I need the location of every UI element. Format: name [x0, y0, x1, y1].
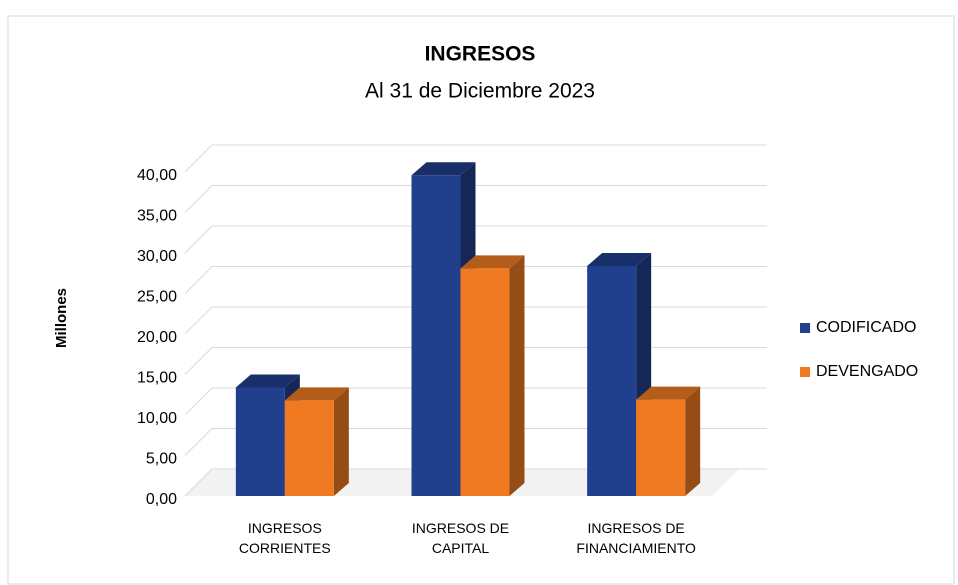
grid-line: [184, 185, 767, 213]
grid-line: [184, 347, 767, 375]
bar: [235, 387, 285, 496]
y-tick-label: 10,00: [137, 410, 177, 427]
bar-top: [284, 387, 349, 401]
chart-subtitle: Al 31 de Diciembre 2023: [365, 80, 595, 103]
legend-label: DEVENGADO: [816, 363, 918, 380]
y-axis-title: Millones: [53, 288, 70, 348]
bar: [636, 399, 686, 496]
grid-line: [184, 468, 767, 497]
legend-swatch: [800, 367, 810, 377]
legend-label: CODIFICADO: [816, 319, 916, 336]
y-tick-label: 5,00: [146, 451, 177, 468]
y-tick-label: 40,00: [137, 167, 177, 184]
grid-line: [184, 144, 767, 173]
bar-side: [509, 255, 525, 496]
bar-top: [460, 255, 525, 269]
bar-side: [333, 387, 349, 496]
y-tick-label: 25,00: [137, 289, 177, 306]
chart-title: INGRESOS: [425, 43, 536, 66]
y-tick-label: 20,00: [137, 329, 177, 346]
bar-top: [636, 386, 701, 400]
y-tick-label: 35,00: [137, 208, 177, 225]
bar-top: [235, 374, 300, 388]
grid-line: [184, 428, 767, 456]
y-tick-label: 30,00: [137, 248, 177, 265]
grid-line: [184, 225, 767, 254]
grid-line: [184, 387, 767, 416]
bar-side: [685, 386, 701, 496]
bar: [460, 268, 510, 496]
bar-top: [411, 162, 476, 176]
y-tick-label: 15,00: [137, 370, 177, 387]
bar: [284, 400, 334, 496]
x-tick-label: INGRESOS DE FINANCIAMIENTO: [576, 520, 696, 556]
bar: [587, 265, 637, 496]
x-tick-label: INGRESOS CORRIENTES: [238, 520, 331, 556]
legend-swatch: [800, 323, 810, 333]
bar-top: [587, 252, 652, 266]
grid-line: [184, 306, 767, 335]
y-tick-label: 0,00: [146, 491, 177, 508]
x-tick-label: INGRESOS DE CAPITAL: [411, 520, 510, 556]
grid-line: [184, 266, 767, 294]
bar: [411, 175, 461, 497]
